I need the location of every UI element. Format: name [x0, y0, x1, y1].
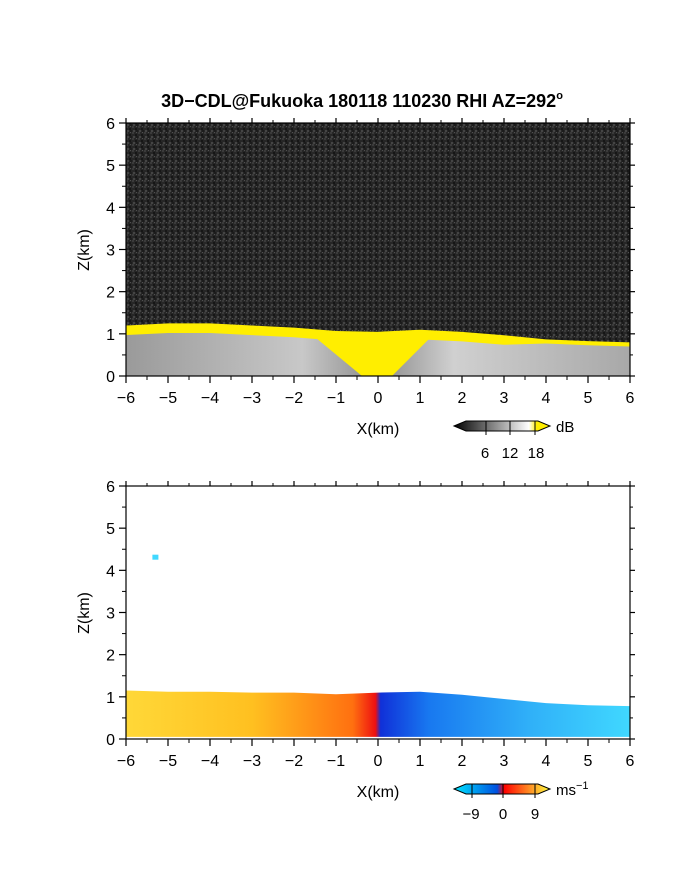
x-tick-label: 2 [458, 753, 467, 770]
isolated-echo [152, 554, 159, 560]
x-axis-ticks: −6 −5 −4 −3 −2 −1 0 1 2 3 4 5 6 [117, 481, 635, 770]
x-tick-label: −6 [117, 390, 135, 407]
colorbar-ramp [452, 783, 552, 795]
y-tick-label: 5 [106, 521, 115, 538]
x-tick-label: −2 [285, 390, 303, 407]
center-high-snr-cone [316, 338, 430, 376]
y-axis-ticks: 0 1 2 3 4 5 6 [106, 116, 635, 386]
y-tick-label: 6 [106, 116, 115, 133]
x-axis-label: X(km) [357, 421, 400, 438]
colorbar-unit: ms−1 [556, 780, 589, 799]
colorbar-ramp [452, 420, 552, 432]
colorbar-tick-label: 12 [502, 445, 519, 462]
x-tick-label: −6 [117, 753, 135, 770]
y-axis-label: Z(km) [76, 229, 93, 271]
y-axis-label: Z(km) [76, 592, 93, 634]
x-tick-label: 3 [500, 753, 509, 770]
x-tick-label: 6 [626, 390, 635, 407]
velocity-panel: −6 −5 −4 −3 −2 −1 0 1 2 3 4 5 6 0 1 2 3 4 5 6 X(km) Z(km) [76, 479, 635, 801]
y-tick-label: 4 [106, 200, 115, 217]
x-tick-label: 0 [374, 753, 383, 770]
x-tick-label: −5 [159, 390, 177, 407]
y-tick-label: 2 [106, 285, 115, 302]
colorbar-tick-label: −9 [462, 806, 479, 823]
reflectivity-colorbar: dB 6 12 18 [452, 419, 574, 462]
y-tick-label: 0 [106, 369, 115, 386]
x-tick-label: 5 [584, 390, 593, 407]
y-tick-label: 3 [106, 606, 115, 623]
y-tick-label: 1 [106, 690, 115, 707]
x-tick-label: 3 [500, 390, 509, 407]
x-tick-label: −1 [327, 753, 345, 770]
y-tick-label: 3 [106, 243, 115, 260]
x-tick-label: −4 [201, 390, 219, 407]
x-tick-label: 1 [416, 390, 425, 407]
x-axis-ticks: −6 −5 −4 −3 −2 −1 0 1 2 3 4 5 6 [117, 118, 635, 407]
reflectivity-panel: −6 −5 −4 −3 −2 −1 0 1 2 3 4 5 6 0 1 2 3 4 5 6 X(km) Z(km) [76, 116, 635, 438]
y-tick-label: 2 [106, 648, 115, 665]
x-tick-label: 5 [584, 753, 593, 770]
x-tick-label: 2 [458, 390, 467, 407]
y-tick-label: 1 [106, 327, 115, 344]
x-tick-label: 6 [626, 753, 635, 770]
chart-title: 3D−CDL@Fukuoka 180118 110230 RHI AZ=292o [161, 90, 563, 111]
x-tick-label: −3 [243, 753, 261, 770]
velocity-colorbar: ms−1 −9 0 9 [452, 780, 589, 823]
colorbar-unit: dB [556, 419, 574, 436]
x-tick-label: 0 [374, 390, 383, 407]
x-tick-label: 4 [542, 390, 551, 407]
y-tick-label: 0 [106, 732, 115, 749]
y-tick-label: 5 [106, 158, 115, 175]
y-tick-label: 4 [106, 563, 115, 580]
x-tick-label: 4 [542, 753, 551, 770]
x-tick-label: −1 [327, 390, 345, 407]
x-tick-label: −4 [201, 753, 219, 770]
colorbar-tick-label: 6 [481, 445, 489, 462]
y-tick-label: 6 [106, 479, 115, 496]
velocity-echo-layer [126, 690, 630, 737]
y-axis-ticks: 0 1 2 3 4 5 6 [106, 479, 635, 749]
layer-top-high-snr [126, 323, 630, 347]
colorbar-tick-label: 18 [528, 445, 545, 462]
x-tick-label: −5 [159, 753, 177, 770]
x-tick-label: −3 [243, 390, 261, 407]
x-tick-label: −2 [285, 753, 303, 770]
x-tick-label: 1 [416, 753, 425, 770]
colorbar-tick-label: 0 [499, 806, 507, 823]
colorbar-tick-label: 9 [531, 806, 539, 823]
x-axis-label: X(km) [357, 784, 400, 801]
